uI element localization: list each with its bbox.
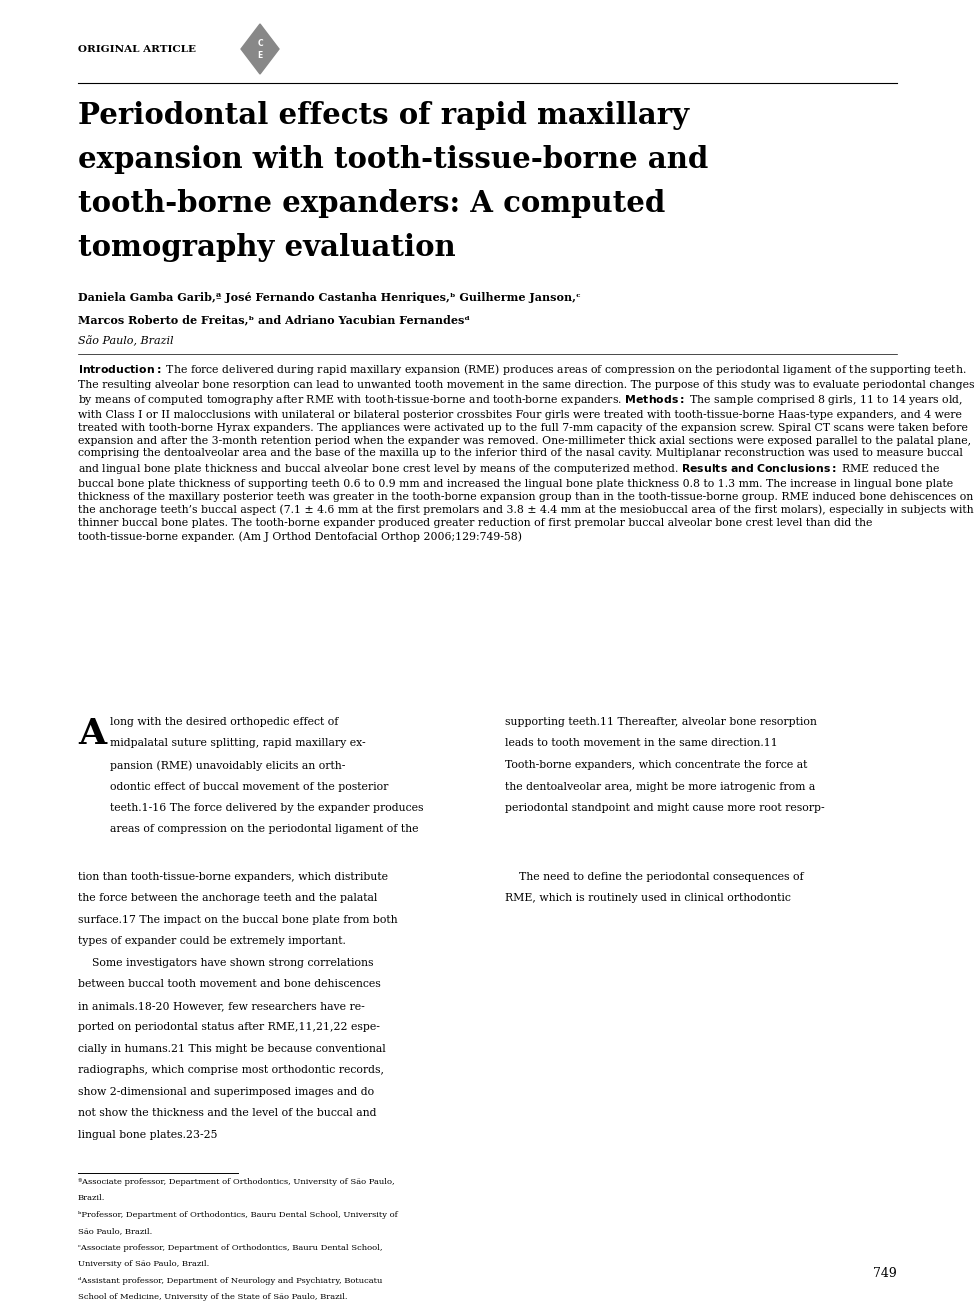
Text: ported on periodontal status after RME,11,21,22 espe-: ported on periodontal status after RME,1… [78, 1022, 380, 1032]
Text: midpalatal suture splitting, rapid maxillary ex-: midpalatal suture splitting, rapid maxil… [110, 739, 366, 749]
Text: E: E [257, 51, 262, 60]
Text: pansion (RME) unavoidably elicits an orth-: pansion (RME) unavoidably elicits an ort… [110, 760, 345, 770]
Text: ᵇProfessor, Department of Orthodontics, Bauru Dental School, University of: ᵇProfessor, Department of Orthodontics, … [78, 1211, 398, 1219]
Text: leads to tooth movement in the same direction.11: leads to tooth movement in the same dire… [505, 739, 778, 749]
Text: $\mathbf{Introduction:}$ The force delivered during rapid maxillary expansion (R: $\mathbf{Introduction:}$ The force deliv… [78, 361, 974, 542]
Text: radiographs, which comprise most orthodontic records,: radiographs, which comprise most orthodo… [78, 1065, 384, 1075]
Text: ᵈAssistant professor, Department of Neurology and Psychiatry, Botucatu: ᵈAssistant professor, Department of Neur… [78, 1276, 382, 1284]
Text: tomography evaluation: tomography evaluation [78, 234, 455, 262]
Text: long with the desired orthopedic effect of: long with the desired orthopedic effect … [110, 716, 338, 727]
Text: in animals.18-20 However, few researchers have re-: in animals.18-20 However, few researcher… [78, 1001, 365, 1011]
Text: ORIGINAL ARTICLE: ORIGINAL ARTICLE [78, 44, 196, 54]
Text: ᶜAssociate professor, Department of Orthodontics, Bauru Dental School,: ᶜAssociate professor, Department of Orth… [78, 1244, 382, 1251]
Text: lingual bone plates.23-25: lingual bone plates.23-25 [78, 1130, 217, 1139]
Text: Tooth-borne expanders, which concentrate the force at: Tooth-borne expanders, which concentrate… [505, 760, 807, 770]
Text: odontic effect of buccal movement of the posterior: odontic effect of buccal movement of the… [110, 782, 388, 792]
Text: 749: 749 [874, 1267, 897, 1280]
Text: the force between the anchorage teeth and the palatal: the force between the anchorage teeth an… [78, 893, 377, 903]
Text: São Paulo, Brazil.: São Paulo, Brazil. [78, 1227, 152, 1236]
Text: São Paulo, Brazil: São Paulo, Brazil [78, 335, 174, 347]
Text: Periodontal effects of rapid maxillary: Periodontal effects of rapid maxillary [78, 100, 689, 130]
Text: expansion with tooth-tissue-borne and: expansion with tooth-tissue-borne and [78, 145, 708, 174]
Text: teeth.1-16 The force delivered by the expander produces: teeth.1-16 The force delivered by the ex… [110, 803, 423, 813]
Text: tion than tooth-tissue-borne expanders, which distribute: tion than tooth-tissue-borne expanders, … [78, 872, 388, 882]
Text: not show the thickness and the level of the buccal and: not show the thickness and the level of … [78, 1108, 376, 1118]
Text: The need to define the periodontal consequences of: The need to define the periodontal conse… [505, 872, 803, 882]
Text: RME, which is routinely used in clinical orthodontic: RME, which is routinely used in clinical… [505, 893, 791, 903]
Text: periodontal standpoint and might cause more root resorp-: periodontal standpoint and might cause m… [505, 803, 825, 813]
Text: tooth-borne expanders: A computed: tooth-borne expanders: A computed [78, 189, 665, 218]
Text: A: A [78, 716, 106, 750]
Polygon shape [241, 23, 279, 74]
Text: Some investigators have shown strong correlations: Some investigators have shown strong cor… [78, 958, 373, 968]
Text: University of São Paulo, Brazil.: University of São Paulo, Brazil. [78, 1261, 210, 1268]
Text: types of expander could be extremely important.: types of expander could be extremely imp… [78, 936, 346, 946]
Text: C: C [257, 39, 263, 47]
Text: ªAssociate professor, Department of Orthodontics, University of São Paulo,: ªAssociate professor, Department of Orth… [78, 1177, 395, 1186]
Text: cially in humans.21 This might be because conventional: cially in humans.21 This might be becaus… [78, 1044, 386, 1053]
Text: School of Medicine, University of the State of São Paulo, Brazil.: School of Medicine, University of the St… [78, 1293, 347, 1301]
Text: Daniela Gamba Garib,ª José Fernando Castanha Henriques,ᵇ Guilherme Janson,ᶜ: Daniela Gamba Garib,ª José Fernando Cast… [78, 292, 581, 303]
Text: surface.17 The impact on the buccal bone plate from both: surface.17 The impact on the buccal bone… [78, 915, 398, 925]
Text: the dentoalveolar area, might be more iatrogenic from a: the dentoalveolar area, might be more ia… [505, 782, 815, 792]
Text: show 2-dimensional and superimposed images and do: show 2-dimensional and superimposed imag… [78, 1087, 374, 1096]
Text: areas of compression on the periodontal ligament of the: areas of compression on the periodontal … [110, 825, 418, 834]
Text: between buccal tooth movement and bone dehiscences: between buccal tooth movement and bone d… [78, 979, 381, 989]
Text: Marcos Roberto de Freitas,ᵇ and Adriano Yacubian Fernandesᵈ: Marcos Roberto de Freitas,ᵇ and Adriano … [78, 315, 470, 325]
Text: Brazil.: Brazil. [78, 1194, 105, 1202]
Text: supporting teeth.11 Thereafter, alveolar bone resorption: supporting teeth.11 Thereafter, alveolar… [505, 716, 817, 727]
